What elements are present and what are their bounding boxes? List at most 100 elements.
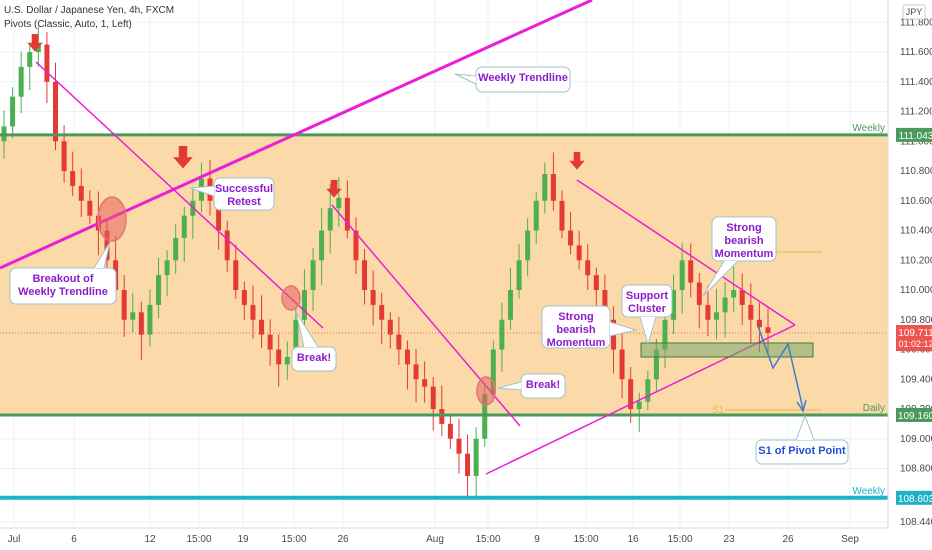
s1-pivot-callout-pointer — [795, 414, 815, 441]
time-tick-label: 16 — [627, 534, 639, 545]
momentum-callout-1-pointer — [609, 321, 638, 337]
candle-body — [387, 319, 393, 335]
candle-body — [430, 386, 436, 410]
candle-body — [568, 230, 574, 246]
break-callout-2[interactable]: Break! — [497, 373, 566, 399]
price-tick-label: 110.000 — [900, 285, 932, 296]
candle-body — [44, 44, 50, 82]
break-ellipse-2 — [476, 376, 496, 406]
candle-body — [507, 290, 513, 320]
time-tick-label: 15:00 — [281, 534, 306, 545]
candle-body — [585, 260, 591, 276]
weekly-trendline-callout[interactable]: Weekly Trendline — [454, 66, 571, 93]
price-tick-label: 111.400 — [900, 77, 932, 88]
support-cluster-box — [640, 342, 814, 358]
breakout-callout-text: Breakout of — [32, 273, 93, 285]
level-name: Weekly — [852, 486, 885, 497]
momentum-callout-2-text: Momentum — [715, 248, 774, 260]
candle-body — [748, 304, 754, 320]
candle-body — [147, 304, 153, 335]
level-name: Daily — [863, 403, 885, 414]
level-price-badge — [896, 490, 932, 505]
candle-body — [224, 230, 230, 261]
down-arrow-icon — [326, 180, 342, 198]
price-tick-label: 109.000 — [900, 434, 932, 445]
horizontal-levels: Weekly Daily Weekly S1 — [0, 123, 888, 500]
candle-body — [78, 185, 84, 201]
price-tick-label: 108.440 — [900, 517, 932, 528]
break-callout-1[interactable]: Break! — [291, 311, 337, 372]
candle-body — [447, 423, 453, 439]
level-price-badge — [896, 127, 932, 142]
price-scale[interactable]: 111.800111.600111.400111.200111.000110.8… — [887, 0, 932, 528]
time-tick-label: 26 — [782, 534, 794, 545]
candle-body — [456, 438, 462, 454]
price-tick-label: 110.800 — [900, 166, 932, 177]
break-callout-2-pointer — [497, 381, 522, 391]
candle-body — [181, 215, 187, 238]
candle-body — [293, 319, 299, 357]
down-arrow-icon — [569, 152, 585, 170]
time-tick-label: 15:00 — [573, 534, 598, 545]
level-name: Weekly — [852, 123, 885, 134]
candle-body — [696, 282, 702, 305]
time-axis[interactable]: Jul 6 12 15:00 19 15:00 26 Aug 15:00 9 15:00 16 15:0… — [0, 527, 888, 545]
candle-body — [576, 245, 582, 261]
candle-body — [327, 208, 333, 231]
level-price-badge — [896, 407, 932, 422]
candle-body — [731, 290, 737, 298]
candle-body — [593, 275, 599, 291]
time-tick-label: 9 — [534, 534, 540, 545]
candles — [1, 26, 771, 499]
time-tick-label: 19 — [237, 534, 249, 545]
breakout-ellipse — [97, 196, 127, 242]
break-callout-1-text: Break! — [297, 352, 331, 364]
trendline-down-1 — [35, 61, 324, 329]
last-price-badge — [896, 325, 932, 352]
retest-callout-text: Retest — [227, 196, 261, 208]
time-tick-label: 23 — [723, 534, 735, 545]
candle-body — [173, 237, 179, 261]
candle-body — [53, 81, 59, 142]
candle-body — [739, 290, 745, 305]
candle-body — [645, 379, 651, 402]
candle-body — [370, 290, 376, 305]
support-cluster-callout-text: Support — [626, 290, 668, 302]
weekly-trendline-callout-text: Weekly Trendline — [478, 72, 568, 84]
level-price-label: 109.160 — [898, 411, 932, 422]
candle-body — [533, 200, 539, 231]
candle-body — [104, 230, 110, 261]
s1-pivot-callout[interactable]: S1 of Pivot Point — [755, 414, 849, 465]
time-tick-label: 6 — [71, 534, 77, 545]
candle-body — [250, 304, 256, 320]
annotation-shapes[interactable] — [27, 34, 814, 413]
candle-body — [422, 379, 428, 387]
momentum-callout-2-box — [711, 216, 777, 262]
candle-body — [70, 171, 76, 186]
candle-body — [619, 349, 625, 380]
symbol-title: U.S. Dollar / Japanese Yen, 4h, FXCM — [4, 5, 175, 16]
candle-body — [688, 260, 694, 283]
candle-body — [628, 379, 634, 410]
candle-body — [756, 319, 762, 328]
break-callout-2-text: Break! — [526, 379, 560, 391]
price-tick-label: 110.200 — [900, 255, 932, 266]
momentum-callout-2-text: bearish — [724, 235, 763, 247]
candle-body — [404, 349, 410, 365]
time-tick-label: 12 — [144, 534, 156, 545]
candle-body — [336, 197, 342, 209]
candle-body — [636, 401, 642, 410]
candle-body — [490, 349, 496, 395]
range-zone — [0, 134, 888, 415]
down-arrow-icon — [27, 34, 43, 52]
price-tick-label: 108.800 — [900, 464, 932, 475]
time-tick-label: 26 — [337, 534, 349, 545]
